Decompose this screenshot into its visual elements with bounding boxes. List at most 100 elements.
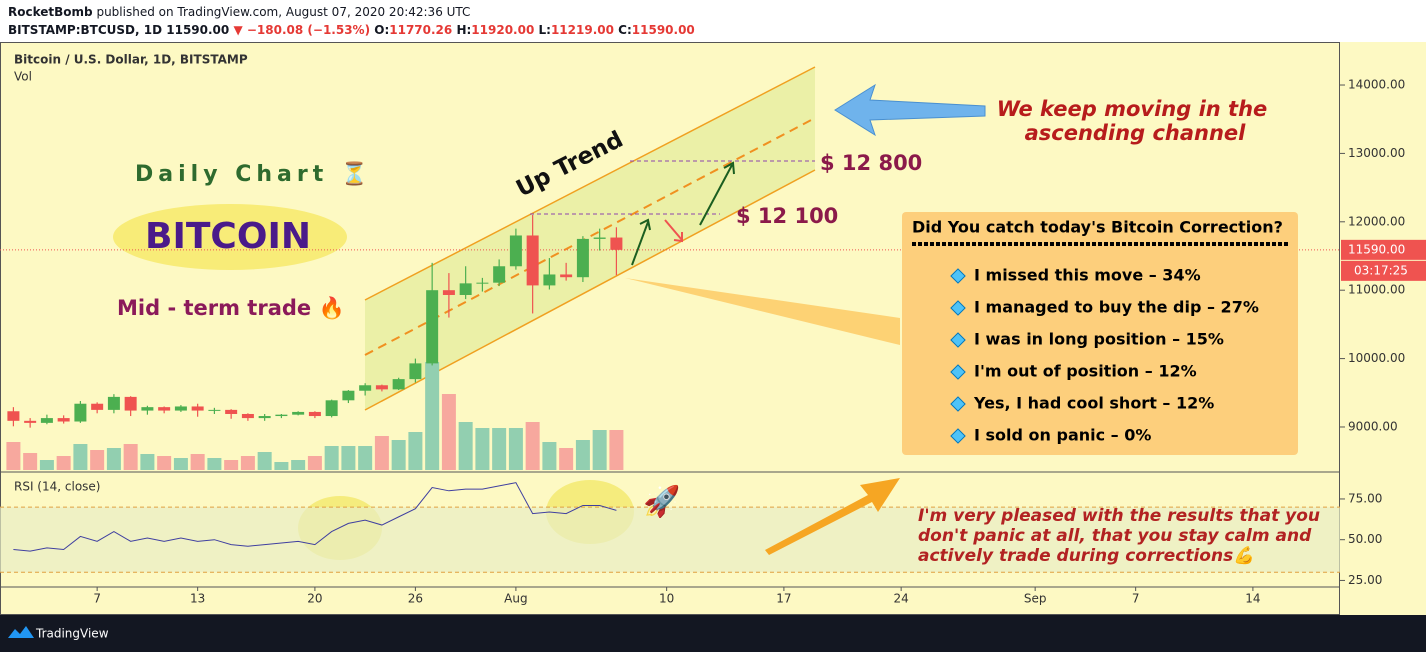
volume-bar [140, 454, 155, 470]
volume-bar [173, 458, 188, 470]
bullet [950, 396, 966, 412]
candle-body [141, 407, 154, 411]
x-tick-label: 7 [1132, 592, 1140, 606]
channel-bottom [364, 169, 816, 411]
candle-body [359, 385, 372, 391]
volume-bar [39, 460, 54, 470]
o-value: 11770.26 [389, 23, 452, 37]
rsi-band [0, 507, 1340, 573]
l-label: L: [539, 23, 551, 37]
header-line: RocketBomb published on TradingView.com,… [8, 5, 470, 19]
footer-brand: TradingView [35, 627, 109, 641]
poll-title: Did You catch today's Bitcoin Correction… [912, 218, 1283, 237]
x-tick-label: 24 [894, 592, 909, 606]
countdown-label: 03:17:25 [1354, 263, 1408, 277]
volume-bar [525, 422, 540, 470]
chart-title: Bitcoin / U.S. Dollar, 1D, BITSTAMP [14, 53, 248, 67]
candle-body [342, 390, 355, 401]
candle-body [208, 409, 221, 411]
volume-bar [106, 448, 121, 470]
candle-body [191, 406, 204, 411]
poll-item: Yes, I had cool short – 12% [973, 394, 1214, 413]
x-tick-label: 13 [190, 592, 205, 606]
y-tick-label: 10000.00 [1348, 351, 1405, 365]
volume-bar [441, 394, 456, 470]
x-tick-label: 14 [1245, 592, 1260, 606]
candle-body [40, 418, 53, 423]
x-tick-label: 17 [776, 592, 791, 606]
h-label: H: [456, 23, 471, 37]
callout-cone [625, 278, 900, 345]
candle-body [409, 363, 422, 380]
candle-body [258, 416, 271, 419]
channel-mid [364, 117, 816, 356]
price-tag [1341, 239, 1426, 260]
symbol-line: BITSTAMP:BTCUSD, 1D 11590.00 ▼ −180.08 (… [8, 23, 695, 37]
author: RocketBomb [8, 5, 93, 19]
volume-bar [425, 362, 440, 470]
poll-item: I managed to buy the dip – 27% [974, 298, 1259, 317]
candle-body [593, 237, 606, 239]
arrow [699, 161, 735, 226]
channel-note: ascending channel [1025, 121, 1247, 145]
channel-top [364, 66, 816, 301]
volume-bar [207, 458, 222, 470]
footer-bar [0, 615, 1426, 652]
volume-bar [559, 448, 574, 470]
x-tick-label: Aug [504, 592, 527, 606]
volume-bar [341, 446, 356, 470]
candle-body [74, 403, 87, 422]
volume-bar [123, 444, 138, 470]
candle-body [459, 283, 472, 295]
rsi-tick-label: 25.00 [1348, 573, 1382, 587]
volume-legend: Vol [14, 70, 32, 84]
volume-bar [374, 436, 389, 470]
x-tick-label: 20 [307, 592, 322, 606]
arrow [834, 83, 986, 137]
poll-box [902, 212, 1298, 455]
candle-body [225, 409, 238, 414]
volume-bar [575, 440, 590, 470]
change: ▼ −180.08 (−1.53%) [233, 23, 370, 37]
bottom-note: actively trade during corrections💪 [918, 545, 1256, 566]
x-tick-label: Sep [1024, 592, 1047, 606]
poll-items: I missed this move – 34% I managed to buy… [950, 266, 1259, 445]
volume-bar [90, 450, 105, 470]
candle-body [325, 400, 338, 417]
y-tick-label: 14000.00 [1348, 78, 1405, 92]
candle-body [610, 237, 623, 250]
candle-body [124, 396, 137, 411]
channel [365, 67, 815, 410]
l-value: 11219.00 [551, 23, 614, 37]
candle-body [241, 413, 254, 419]
published: published on TradingView.com, August 07,… [96, 5, 470, 19]
volume-bar [240, 456, 255, 470]
volume-bar [190, 454, 205, 470]
x-tick-label: 7 [93, 592, 101, 606]
volume-bar [224, 460, 239, 470]
price: 11590.00 [166, 23, 229, 37]
countdown-tag [1341, 260, 1426, 281]
rsi-tick-label: 50.00 [1348, 532, 1382, 546]
h-value: 11920.00 [471, 23, 534, 37]
marks [6, 214, 624, 552]
y-tick-label: 9000.00 [1348, 419, 1398, 433]
bullet [950, 428, 966, 444]
logo [8, 626, 34, 638]
symbol: BITSTAMP:BTCUSD, 1D [8, 23, 162, 37]
target-label: $ 12 100 [736, 204, 838, 228]
highlight [113, 204, 347, 270]
candle-body [308, 411, 321, 417]
volume-bar [358, 446, 373, 470]
candle-body [292, 411, 305, 415]
candle-body [91, 403, 104, 410]
volume-bar [542, 442, 557, 470]
candle-body [375, 385, 388, 390]
candle-body [442, 290, 455, 295]
volume-bar [475, 428, 490, 470]
y-tick-label: 13000.00 [1348, 146, 1405, 160]
volume-bar [391, 440, 406, 470]
candle-body [509, 235, 522, 267]
bullet [950, 268, 966, 284]
arrow [664, 219, 683, 243]
